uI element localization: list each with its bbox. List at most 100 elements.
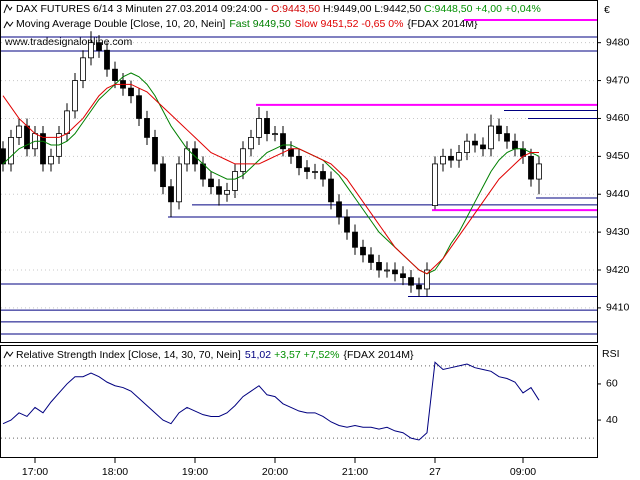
candle-body bbox=[464, 140, 470, 153]
candle-body bbox=[240, 148, 246, 172]
y-tick-label: 60 bbox=[606, 378, 618, 390]
rsi-line bbox=[2, 361, 540, 441]
candle-body bbox=[528, 155, 534, 180]
candle-body bbox=[336, 201, 342, 218]
candle-body bbox=[40, 133, 46, 165]
candle-body bbox=[480, 144, 486, 150]
candle-body bbox=[408, 277, 414, 286]
candle-body bbox=[216, 186, 222, 195]
candle-body bbox=[160, 163, 166, 188]
y-tick-label: 9480 bbox=[606, 36, 630, 48]
header-icon bbox=[3, 21, 14, 29]
x-tick-label: 18:00 bbox=[102, 466, 128, 478]
y-tick-label: 9410 bbox=[606, 302, 630, 314]
indicator-params: [Close, 14, 30, 70, Nein] bbox=[128, 349, 241, 361]
candle-body bbox=[472, 140, 478, 146]
header-icon bbox=[3, 351, 14, 359]
candle-body bbox=[392, 269, 398, 275]
y-tick-label: 9430 bbox=[606, 226, 630, 238]
candle-body bbox=[112, 68, 118, 81]
legend-name: Fast bbox=[229, 18, 250, 30]
candle-body bbox=[536, 163, 542, 180]
candle-body bbox=[384, 269, 390, 272]
candle-body bbox=[312, 171, 318, 173]
legend-value: 51,02 bbox=[245, 349, 271, 361]
candle-body bbox=[176, 163, 182, 203]
candle-body bbox=[152, 136, 158, 165]
legend-name: Slow bbox=[295, 18, 318, 30]
ma-line bbox=[2, 83, 539, 275]
candle-body bbox=[504, 133, 510, 142]
instrument: {FDAX 2014M} bbox=[343, 349, 414, 361]
candle-body bbox=[400, 273, 406, 278]
candle-body bbox=[168, 186, 174, 203]
candle-body bbox=[456, 152, 462, 161]
candle-body bbox=[8, 136, 14, 165]
candle-body bbox=[224, 190, 230, 195]
candle-body bbox=[488, 125, 494, 150]
y-tick-label: 9450 bbox=[606, 150, 630, 162]
candle-body bbox=[360, 246, 366, 256]
x-tick-label: 27 bbox=[429, 466, 441, 478]
candle-body bbox=[144, 118, 150, 138]
legend-change: +3,57 +7,52% bbox=[274, 349, 339, 361]
y-tick-label: 9420 bbox=[606, 264, 630, 276]
rsi-axis-label: RSI bbox=[602, 348, 620, 360]
y-tick-label: 9460 bbox=[606, 112, 630, 124]
candle-body bbox=[448, 155, 454, 161]
candle-body bbox=[416, 284, 422, 290]
x-tick-label: 17:00 bbox=[22, 466, 48, 478]
ma-line bbox=[2, 72, 540, 275]
candle-body bbox=[136, 95, 142, 119]
x-tick-label: 19:00 bbox=[182, 466, 208, 478]
candle-body bbox=[64, 110, 70, 135]
title-part: C:9448,50 +4,00 +0,04% bbox=[424, 3, 541, 15]
candle-body bbox=[320, 171, 326, 180]
candle-body bbox=[48, 155, 54, 165]
legend-name: Relative Strength Index bbox=[16, 349, 126, 361]
indicator-title: Moving Average Double [Close, 10, 20, Ne… bbox=[16, 18, 478, 30]
indicator-name: Moving Average Double [Close, 10, 20, Ne… bbox=[16, 18, 225, 30]
candle-body bbox=[232, 171, 238, 191]
rsi-panel bbox=[0, 345, 598, 458]
candle-body bbox=[424, 269, 430, 290]
x-tick-label: 21:00 bbox=[342, 466, 368, 478]
title-part: H:9449,00 L:9442,50 bbox=[320, 3, 424, 15]
candle-body bbox=[256, 118, 262, 138]
candle-body bbox=[496, 125, 502, 135]
candle-body bbox=[432, 163, 438, 207]
legend-value: 9451,52 -0,65 0% bbox=[321, 18, 404, 30]
candle-body bbox=[96, 42, 102, 51]
x-tick-label: 09:00 bbox=[510, 466, 536, 478]
candle-body bbox=[72, 80, 78, 112]
candle-body bbox=[128, 87, 134, 97]
y-tick-label: 40 bbox=[606, 414, 618, 426]
y-tick-label: 9440 bbox=[606, 188, 630, 200]
candle-body bbox=[248, 136, 254, 150]
candle-body bbox=[16, 125, 22, 138]
candle-body bbox=[280, 133, 286, 150]
candle-body bbox=[88, 42, 94, 59]
indicator-title: Relative Strength Index [Close, 14, 30, 7… bbox=[16, 349, 414, 361]
title-part: O:9443,50 bbox=[271, 3, 320, 15]
candle-body bbox=[304, 167, 310, 172]
currency-label: € bbox=[604, 4, 610, 16]
candle-body bbox=[104, 49, 110, 70]
candle-body bbox=[80, 57, 86, 81]
watermark: www.tradesignalonline.com bbox=[4, 36, 132, 48]
candle-body bbox=[296, 155, 302, 169]
y-tick-label: 9470 bbox=[606, 74, 630, 86]
candle-body bbox=[344, 216, 350, 233]
candle-body bbox=[352, 231, 358, 248]
candle-body bbox=[368, 254, 374, 263]
candle-body bbox=[376, 262, 382, 271]
candle-body bbox=[440, 155, 446, 165]
title-part: DAX FUTURES 6/14 3 Minuten 27.03.2014 09… bbox=[16, 3, 271, 15]
candle-body bbox=[512, 140, 518, 150]
candle-body bbox=[328, 178, 334, 203]
x-tick-label: 20:00 bbox=[262, 466, 288, 478]
candle-body bbox=[208, 178, 214, 188]
header-icon bbox=[3, 3, 13, 14]
chart-title: DAX FUTURES 6/14 3 Minuten 27.03.2014 09… bbox=[16, 3, 541, 15]
